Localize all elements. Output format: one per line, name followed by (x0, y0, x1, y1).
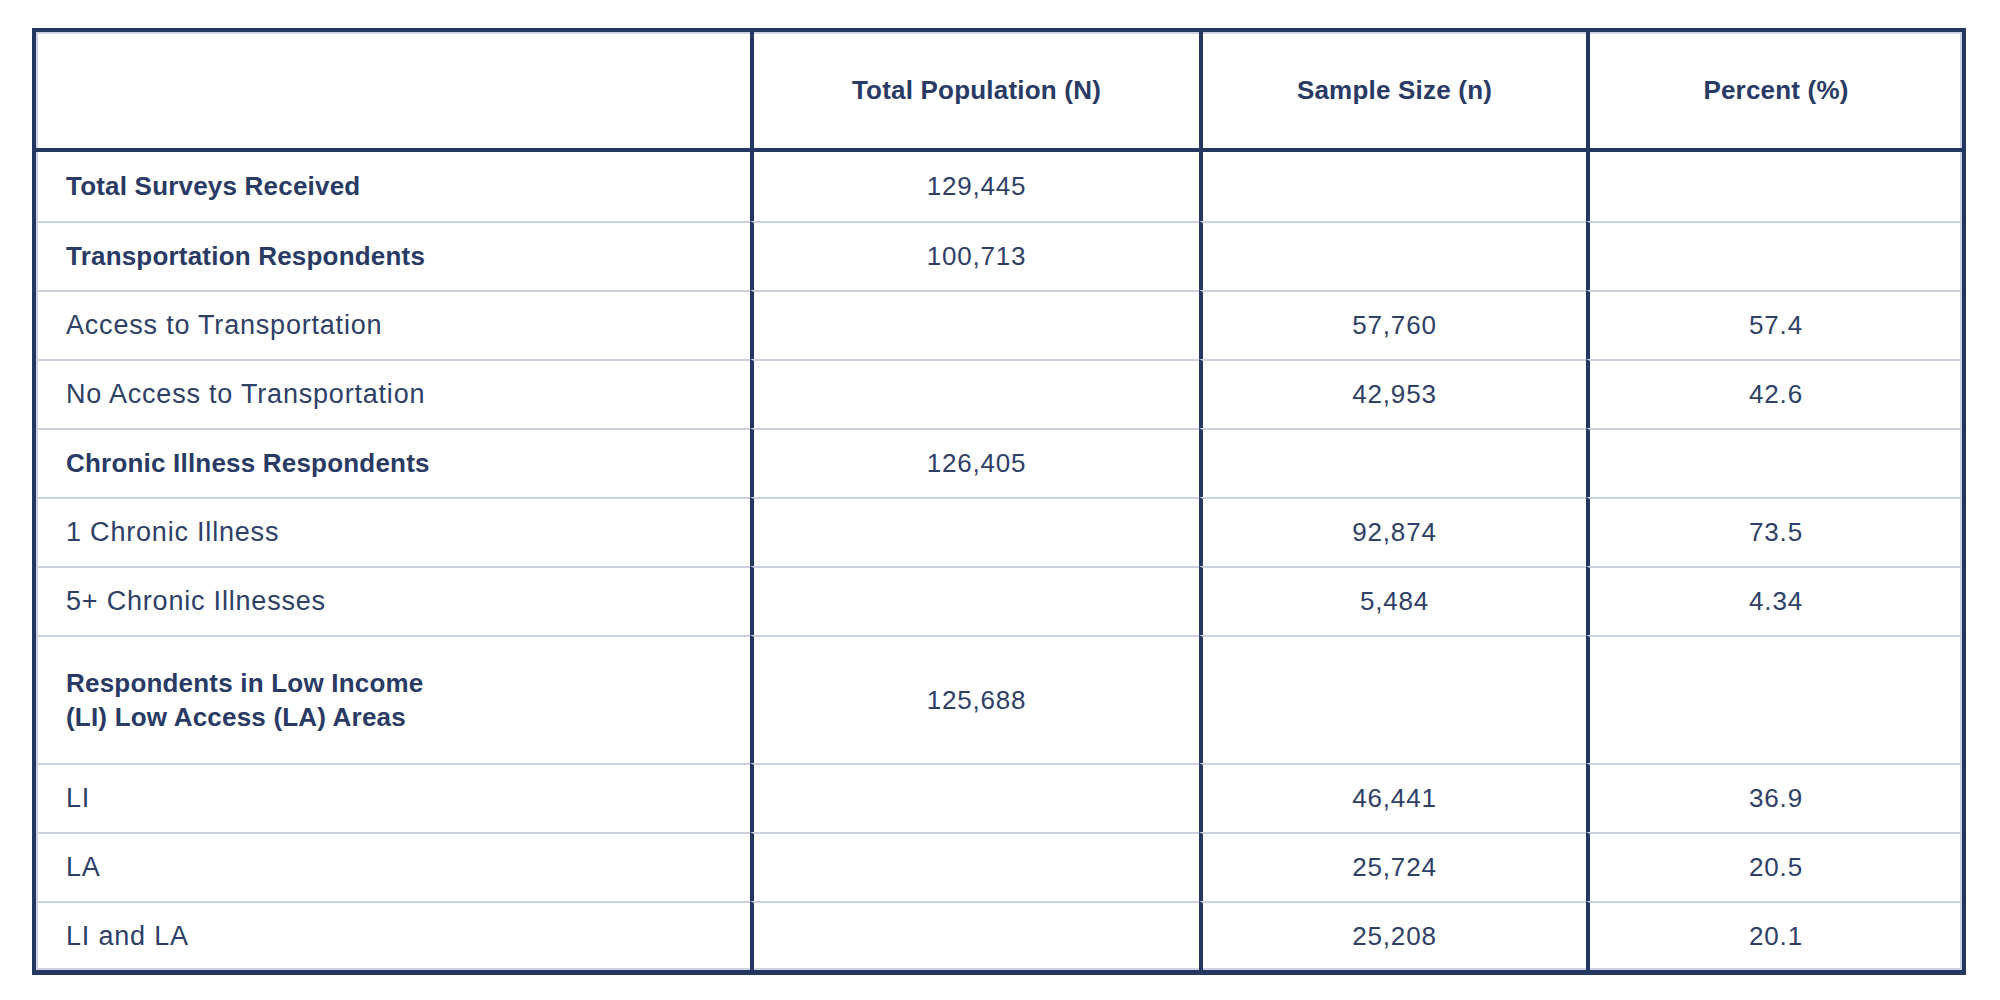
cell-total-population (750, 763, 1199, 832)
cell-sample-size (1199, 221, 1586, 290)
header-sample-size: Sample Size (n) (1199, 32, 1586, 152)
table-row: LI 46,44136.9 (36, 763, 1962, 832)
cell-sample-size: 5,484 (1199, 566, 1586, 635)
table-row: Respondents in Low Income (LI) Low Acces… (36, 635, 1962, 763)
table-header: Total Population (N) Sample Size (n) Per… (36, 32, 1962, 152)
row-label: LI (36, 763, 750, 832)
cell-sample-size: 92,874 (1199, 497, 1586, 566)
row-label: Chronic Illness Respondents (36, 428, 750, 497)
row-label: No Access to Transportation (36, 359, 750, 428)
row-label: 1 Chronic Illness (36, 497, 750, 566)
table-row: No Access to Transportation 42,95342.6 (36, 359, 1962, 428)
table-row: Transportation Respondents100,713 (36, 221, 1962, 290)
cell-total-population: 125,688 (750, 635, 1199, 763)
cell-sample-size: 46,441 (1199, 763, 1586, 832)
cell-total-population (750, 359, 1199, 428)
cell-sample-size (1199, 152, 1586, 221)
cell-percent (1586, 152, 1962, 221)
cell-sample-size: 25,208 (1199, 901, 1586, 970)
cell-percent: 73.5 (1586, 497, 1962, 566)
cell-percent: 36.9 (1586, 763, 1962, 832)
cell-total-population (750, 290, 1199, 359)
table-row: 5+ Chronic Illnesses 5,4844.34 (36, 566, 1962, 635)
cell-sample-size: 25,724 (1199, 832, 1586, 901)
header-percent: Percent (%) (1586, 32, 1962, 152)
cell-percent: 4.34 (1586, 566, 1962, 635)
row-label: Respondents in Low Income (LI) Low Acces… (36, 635, 750, 763)
header-total-population: Total Population (N) (750, 32, 1199, 152)
survey-statistics-table: Total Population (N) Sample Size (n) Per… (32, 28, 1966, 975)
row-label: Total Surveys Received (36, 152, 750, 221)
table-row: Chronic Illness Respondents126,405 (36, 428, 1962, 497)
cell-total-population: 129,445 (750, 152, 1199, 221)
cell-total-population (750, 497, 1199, 566)
row-label: LA (36, 832, 750, 901)
table-row: LA 25,72420.5 (36, 832, 1962, 901)
cell-total-population: 126,405 (750, 428, 1199, 497)
cell-sample-size (1199, 428, 1586, 497)
cell-percent: 20.5 (1586, 832, 1962, 901)
cell-sample-size (1199, 635, 1586, 763)
cell-total-population (750, 901, 1199, 970)
row-label: Transportation Respondents (36, 221, 750, 290)
cell-sample-size: 57,760 (1199, 290, 1586, 359)
cell-percent (1586, 428, 1962, 497)
cell-percent: 20.1 (1586, 901, 1962, 970)
cell-percent (1586, 221, 1962, 290)
header-empty-cell (36, 32, 750, 152)
cell-total-population (750, 832, 1199, 901)
cell-total-population: 100,713 (750, 221, 1199, 290)
cell-sample-size: 42,953 (1199, 359, 1586, 428)
table-row: Access to Transportation 57,76057.4 (36, 290, 1962, 359)
row-label: 5+ Chronic Illnesses (36, 566, 750, 635)
table-row: Total Surveys Received129,445 (36, 152, 1962, 221)
page: Total Population (N) Sample Size (n) Per… (0, 0, 2000, 1000)
header-row: Total Population (N) Sample Size (n) Per… (36, 32, 1962, 152)
table-row: LI and LA 25,20820.1 (36, 901, 1962, 970)
cell-percent: 57.4 (1586, 290, 1962, 359)
table-body: Total Surveys Received129,445Transportat… (36, 152, 1962, 970)
row-label: LI and LA (36, 901, 750, 970)
cell-percent (1586, 635, 1962, 763)
table-row: 1 Chronic Illness 92,87473.5 (36, 497, 1962, 566)
cell-percent: 42.6 (1586, 359, 1962, 428)
cell-total-population (750, 566, 1199, 635)
row-label: Access to Transportation (36, 290, 750, 359)
